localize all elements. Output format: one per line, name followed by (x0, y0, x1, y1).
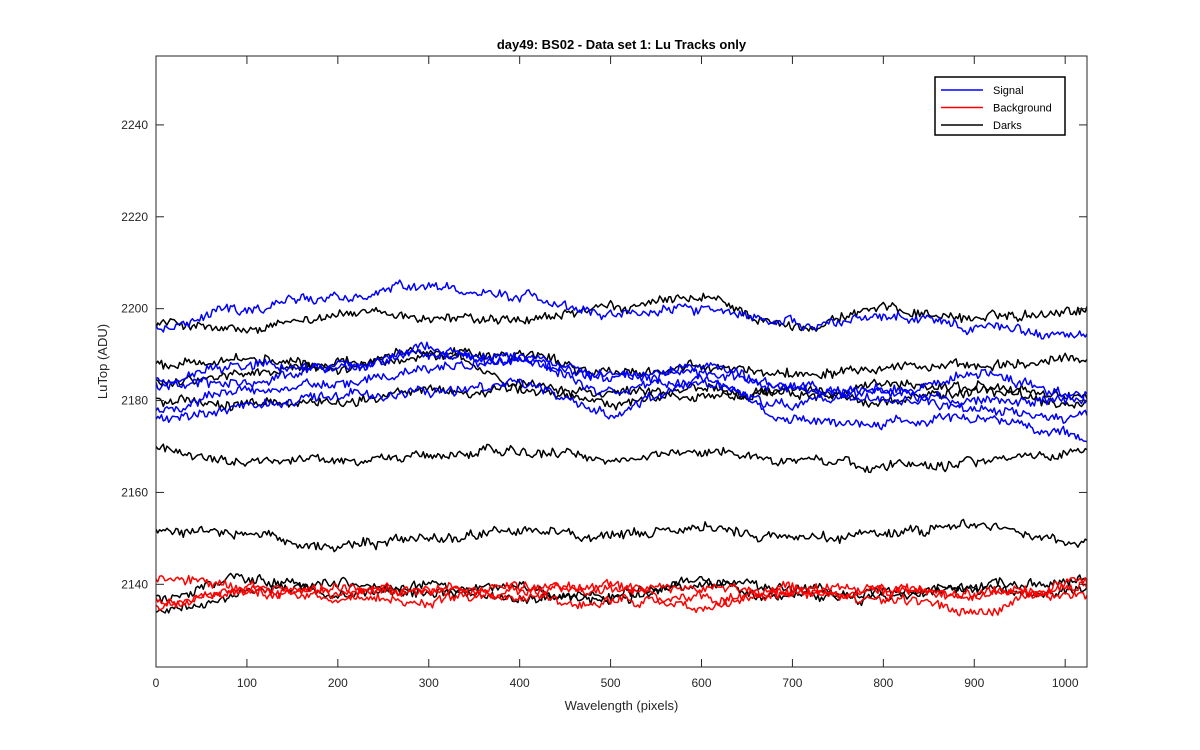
legend-label-darks: Darks (993, 120, 1022, 132)
x-tick-label: 400 (510, 676, 530, 690)
series-line-background (156, 576, 1087, 617)
series-layer (156, 279, 1087, 617)
y-tick-label: 2200 (121, 302, 148, 316)
series-line-signal (156, 356, 1087, 424)
series-line-darks (156, 350, 1087, 402)
legend-label-signal: Signal (993, 85, 1024, 97)
series-line-darks (156, 292, 1087, 334)
legend: Signal Background Darks (934, 76, 1066, 136)
x-tick-label: 900 (964, 676, 984, 690)
series-line-darks (156, 383, 1087, 412)
x-tick-label: 700 (782, 676, 802, 690)
axes-box (155, 55, 1088, 668)
series-line-darks (156, 443, 1087, 474)
y-tick-label: 2160 (121, 485, 148, 499)
series-line-darks (156, 518, 1087, 553)
x-tick-label: 100 (237, 676, 257, 690)
chart-title: day49: BS02 - Data set 1: Lu Tracks only (497, 37, 747, 52)
ticks-layer: 0 100 200 300 400 500 600 700 800 900 1000 2140 2160… (121, 56, 1087, 690)
x-tick-label: 1000 (1052, 676, 1079, 690)
y-axis-label: LuTop (ADU) (95, 324, 110, 399)
y-tick-label: 2220 (121, 210, 148, 224)
y-tick-label: 2140 (121, 577, 148, 591)
series-line-signal (156, 373, 1087, 443)
x-tick-label: 200 (328, 676, 348, 690)
x-tick-label: 800 (873, 676, 893, 690)
legend-label-background: Background (993, 103, 1052, 115)
series-line-darks (156, 576, 1087, 614)
series-line-background (156, 580, 1087, 610)
series-line-signal (156, 349, 1087, 407)
x-tick-label: 500 (601, 676, 621, 690)
x-tick-label: 600 (691, 676, 711, 690)
x-tick-label: 0 (153, 676, 160, 690)
y-tick-label: 2180 (121, 394, 148, 408)
series-line-signal (156, 279, 1087, 340)
y-tick-label: 2240 (121, 118, 148, 132)
x-axis-label: Wavelength (pixels) (565, 698, 679, 713)
x-tick-label: 300 (419, 676, 439, 690)
plot-area (156, 56, 1087, 667)
